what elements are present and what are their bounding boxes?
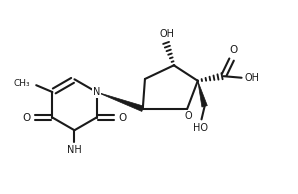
Text: O: O (184, 111, 192, 121)
Text: CH₃: CH₃ (13, 79, 30, 88)
Text: O: O (22, 113, 30, 122)
Text: NH: NH (67, 145, 82, 154)
Text: N: N (93, 87, 100, 97)
Polygon shape (198, 81, 207, 107)
Text: O: O (230, 45, 238, 55)
Text: HO: HO (193, 123, 208, 133)
Polygon shape (97, 92, 144, 111)
Text: OH: OH (159, 29, 174, 39)
Text: O: O (119, 113, 127, 122)
Text: OH: OH (244, 73, 259, 83)
